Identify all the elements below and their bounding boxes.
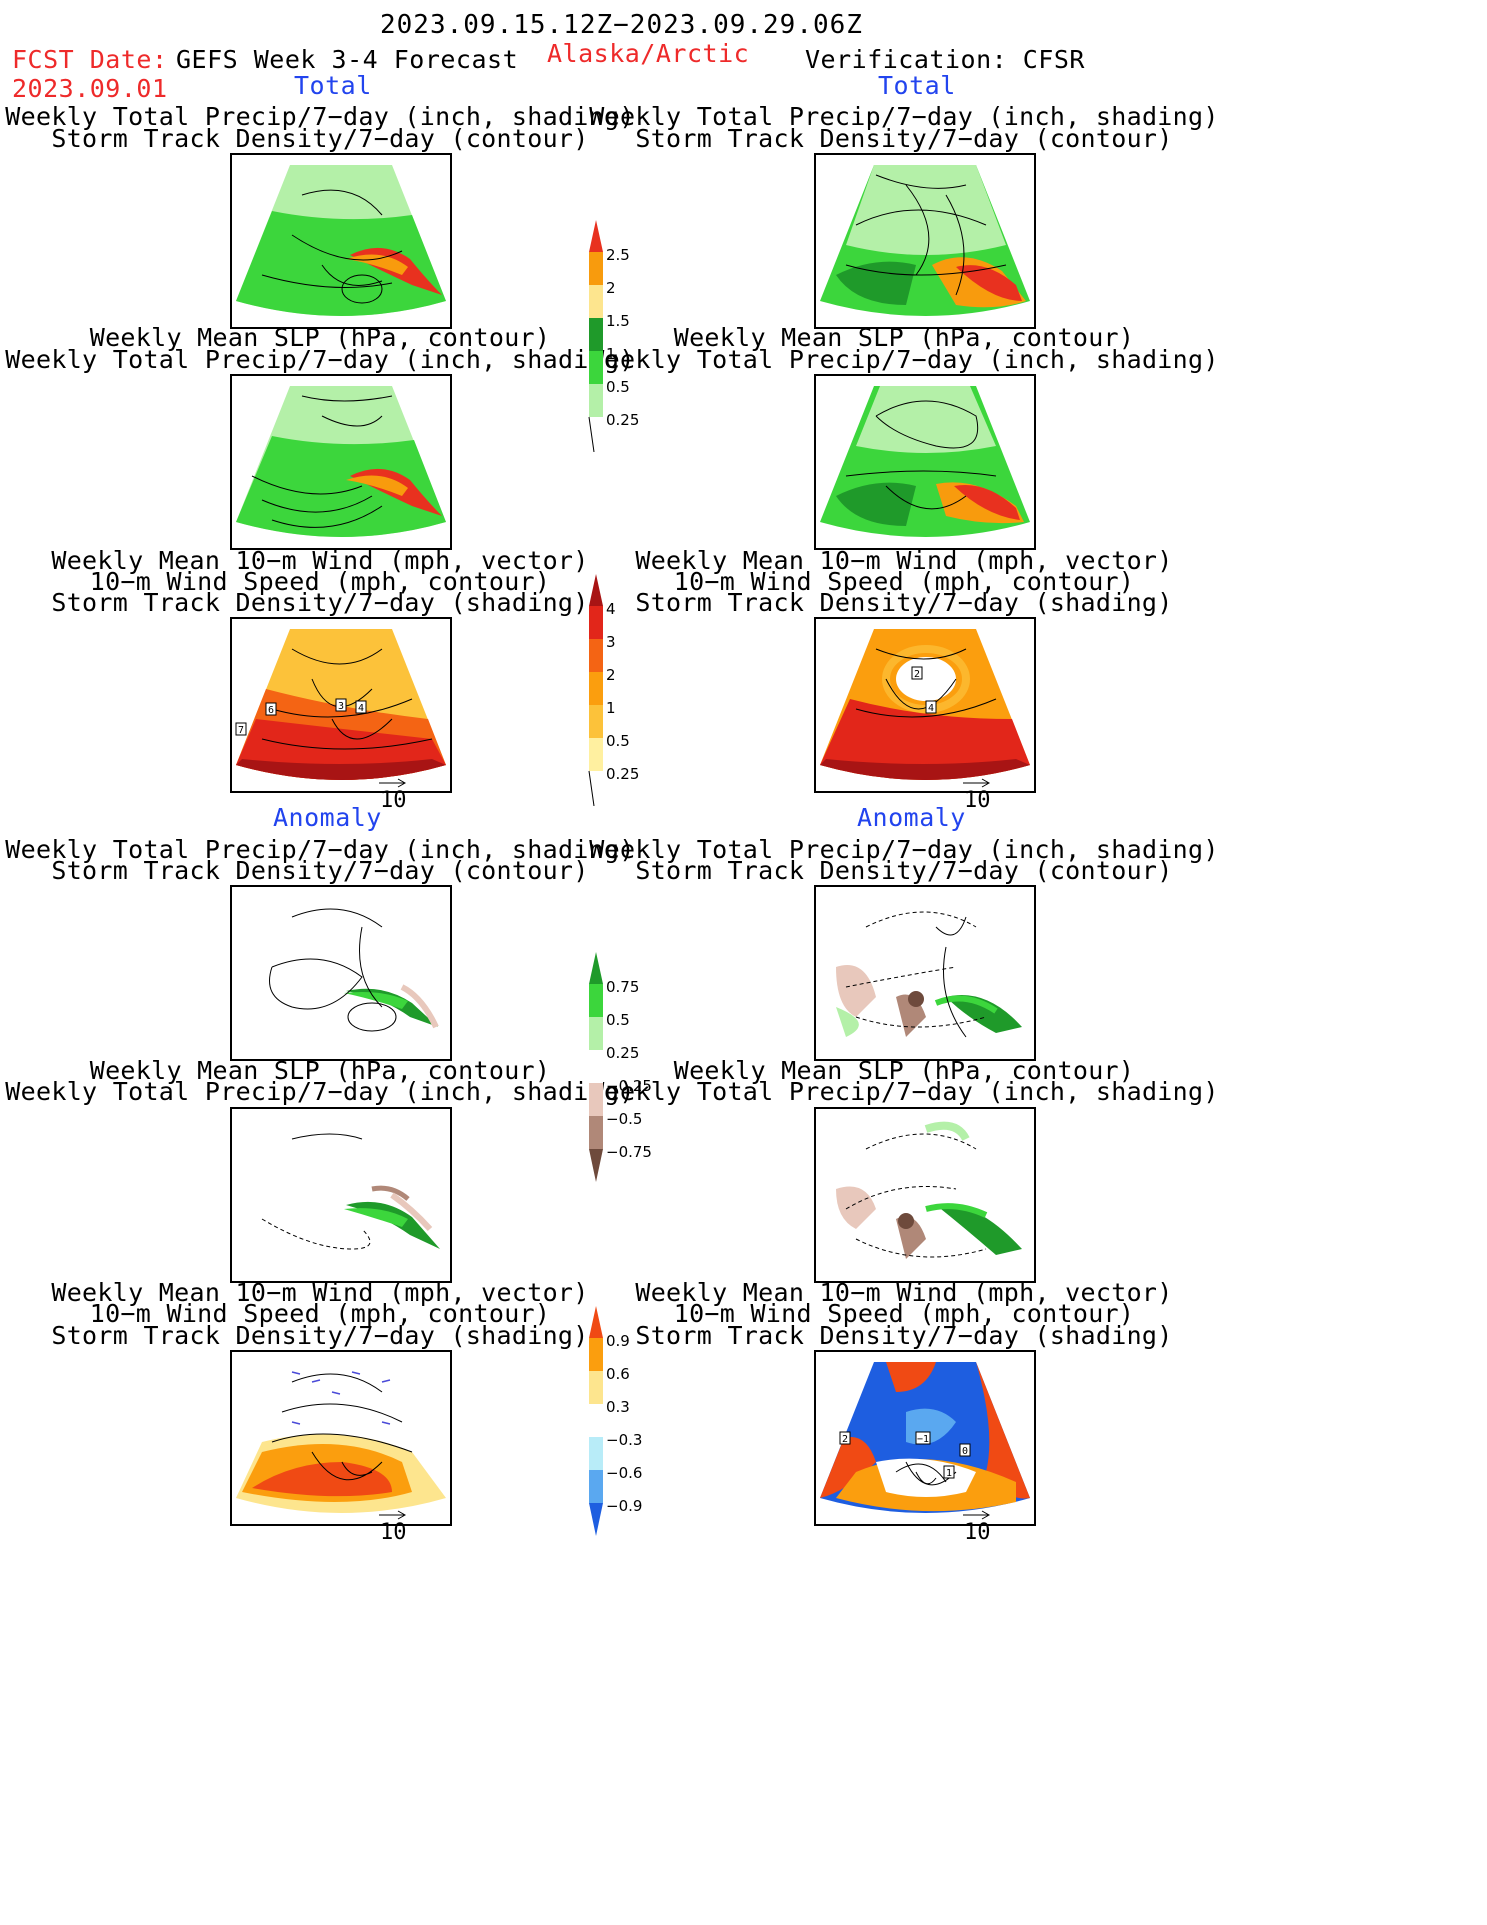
map-panel-total-precip-verification [814, 153, 1036, 329]
colorbar-label: 4 [606, 600, 616, 618]
colorbar-label: 0.25 [606, 1044, 639, 1062]
svg-text:2: 2 [914, 669, 920, 680]
colorbar-label: 2 [606, 279, 616, 297]
colorbar-label: 1.5 [606, 312, 630, 330]
map-panel-anom-precip-forecast [230, 885, 452, 1061]
svg-text:4: 4 [358, 703, 364, 714]
vector-reference-label: 10 [964, 788, 991, 813]
colorbar-label: 1 [606, 345, 616, 363]
colorbar-label: 0.75 [606, 978, 639, 996]
colorbar-label: 0.25 [606, 411, 639, 429]
anomaly-right-heading: Anomaly [857, 805, 966, 830]
caption: Weekly Total Precip/7−day (inch, shading… [554, 1079, 1254, 1104]
model-title: GEFS Week 3-4 Forecast [176, 47, 518, 72]
colorbar-precip-total [586, 220, 606, 456]
caption: Storm Track Density/7−day (contour) [554, 126, 1254, 151]
colorbar-label: 2.5 [606, 246, 630, 264]
map-panel-total-precip-forecast [230, 153, 452, 329]
vector-reference-label: 10 [964, 1520, 991, 1545]
map-panel-anom-wind-verification: 2 −1 0 1 [814, 1350, 1036, 1526]
colorbar-storm-total [586, 574, 606, 810]
fcst-date-label: FCST Date: [12, 47, 168, 72]
caption: Weekly Total Precip/7−day (inch, shading… [554, 347, 1254, 372]
colorbar-precip-anomaly [586, 952, 606, 1188]
map-panel-anom-slp-forecast [230, 1107, 452, 1283]
date-range-title: 2023.09.15.12Z−2023.09.29.06Z [380, 12, 863, 38]
svg-text:4: 4 [928, 703, 934, 714]
verification-title: Verification: CFSR [805, 47, 1085, 72]
colorbar-label: 0.3 [606, 1398, 630, 1416]
map-panel-wind-verification: 2 4 [814, 617, 1036, 793]
colorbar-label: 0.5 [606, 378, 630, 396]
total-right-heading: Total [878, 73, 956, 98]
vector-reference-arrow-icon [962, 1510, 992, 1520]
vector-reference-label: 10 [380, 788, 407, 813]
colorbar-label: 1 [606, 699, 616, 717]
colorbar-label: 0.6 [606, 1365, 630, 1383]
caption: Storm Track Density/7−day (shading) [554, 590, 1254, 615]
region-title: Alaska/Arctic [547, 41, 749, 66]
colorbar-label: 2 [606, 666, 616, 684]
colorbar-label: 0.5 [606, 732, 630, 750]
svg-text:6: 6 [268, 705, 274, 716]
colorbar-label: −0.75 [606, 1143, 652, 1161]
vector-reference-arrow-icon [378, 778, 408, 788]
total-left-heading: Total [294, 73, 372, 98]
svg-text:0: 0 [962, 1446, 968, 1457]
colorbar-label: −0.5 [606, 1110, 642, 1128]
colorbar-label: 0.25 [606, 765, 639, 783]
vector-reference-label: 10 [380, 1520, 407, 1545]
colorbar-label: −0.25 [606, 1077, 652, 1095]
colorbar-label: −0.9 [606, 1497, 642, 1515]
colorbar-label: 0.5 [606, 1011, 630, 1029]
vector-reference-arrow-icon [378, 1510, 408, 1520]
svg-text:1: 1 [946, 1468, 952, 1479]
map-panel-slp-forecast [230, 374, 452, 550]
svg-text:3: 3 [338, 701, 344, 712]
anomaly-left-heading: Anomaly [273, 805, 382, 830]
map-panel-anom-slp-verification [814, 1107, 1036, 1283]
colorbar-label: 0.9 [606, 1332, 630, 1350]
colorbar-label: −0.3 [606, 1431, 642, 1449]
caption: Storm Track Density/7−day (shading) [554, 1323, 1254, 1348]
fcst-date-value: 2023.09.01 [12, 76, 168, 101]
map-panel-slp-verification [814, 374, 1036, 550]
vector-reference-arrow-icon [962, 778, 992, 788]
colorbar-label: −0.6 [606, 1464, 642, 1482]
colorbar-label: 3 [606, 633, 616, 651]
svg-text:−1: −1 [917, 1434, 929, 1445]
svg-text:7: 7 [238, 725, 244, 736]
colorbar-storm-anomaly [586, 1306, 606, 1542]
caption: Storm Track Density/7−day (contour) [554, 858, 1254, 883]
map-panel-anom-wind-forecast [230, 1350, 452, 1526]
svg-text:2: 2 [842, 1434, 848, 1445]
map-panel-wind-forecast: 6 7 3 4 [230, 617, 452, 793]
map-panel-anom-precip-verification [814, 885, 1036, 1061]
